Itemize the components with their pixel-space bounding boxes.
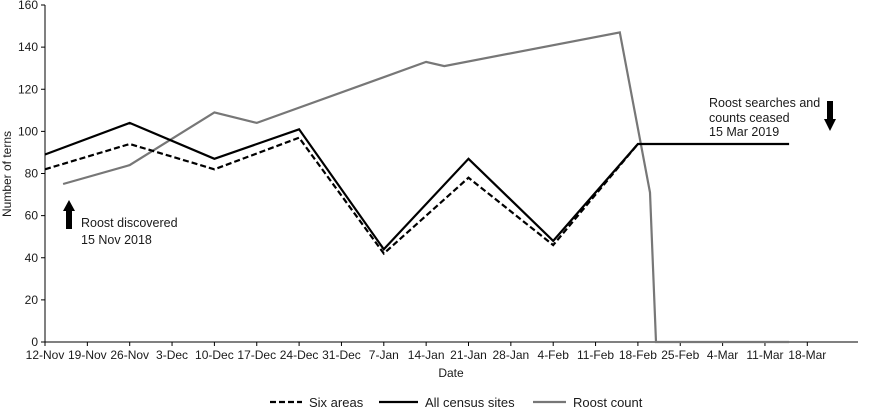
- series-group: [44, 31, 790, 344]
- y-axis: 0 20 40 60 80 100 120 140 160: [18, 0, 46, 349]
- x-tick-label: 19-Nov: [68, 348, 107, 362]
- y-axis-title: Number of terns: [0, 131, 14, 217]
- legend-label-six-areas: Six areas: [309, 395, 364, 407]
- x-tick-label: 25-Feb: [661, 348, 699, 362]
- x-tick-label: 11-Feb: [577, 348, 614, 362]
- y-tick-label: 0: [31, 335, 38, 349]
- y-tick-label: 40: [25, 251, 39, 265]
- x-tick-label: 26-Nov: [110, 348, 149, 362]
- x-axis: 12-Nov 19-Nov 26-Nov 3-Dec 10-Dec 17-Dec 24-De…: [26, 341, 858, 362]
- y-tick-label: 100: [18, 124, 38, 138]
- x-tick-label: 31-Dec: [322, 348, 361, 362]
- series-line-roost-count: [62, 31, 790, 344]
- x-tick-label: 18-Feb: [619, 348, 657, 362]
- legend-label-roost-count: Roost count: [573, 395, 643, 407]
- x-axis-title: Date: [438, 366, 464, 380]
- y-tick-group: 0 20 40 60 80 100 120 140 160: [18, 0, 45, 349]
- y-tick-label: 80: [25, 167, 39, 181]
- x-tick-label: 24-Dec: [280, 348, 319, 362]
- down-arrow-icon: [824, 101, 836, 131]
- x-tick-label: 4-Mar: [707, 348, 738, 362]
- x-tick-label: 11-Mar: [746, 348, 783, 362]
- annotation-roost-discovered-line1: Roost discovered: [81, 216, 178, 230]
- x-tick-label: 14-Jan: [408, 348, 445, 362]
- y-tick-label: 120: [18, 82, 38, 96]
- x-tick-label: 12-Nov: [26, 348, 65, 362]
- annotation-counts-ceased-line2: counts ceased: [709, 111, 790, 125]
- y-tick-label: 140: [18, 40, 38, 54]
- x-tick-label: 21-Jan: [450, 348, 487, 362]
- annotation-roost-discovered: Roost discovered 15 Nov 2018: [63, 200, 178, 247]
- x-tick-label: 3-Dec: [156, 348, 188, 362]
- x-tick-label: 10-Dec: [195, 348, 234, 362]
- annotation-counts-ceased-line1: Roost searches and: [709, 96, 820, 110]
- legend-label-all-census-sites: All census sites: [425, 395, 515, 407]
- legend-item-six-areas: Six areas: [270, 395, 364, 407]
- x-tick-label: 18-Mar: [788, 348, 826, 362]
- legend-item-roost-count: Roost count: [533, 395, 643, 407]
- x-tick-label: 28-Jan: [492, 348, 529, 362]
- y-tick-label: 60: [25, 209, 39, 223]
- series-line-all-census-sites: [44, 121, 790, 252]
- y-tick-label: 160: [18, 0, 38, 12]
- legend: Six areas All census sites Roost count: [270, 395, 643, 407]
- series-line-six-areas: [44, 136, 639, 256]
- x-tick-group: 12-Nov 19-Nov 26-Nov 3-Dec 10-Dec 17-Dec 24-De…: [26, 342, 826, 362]
- x-tick-label: 4-Feb: [538, 348, 570, 362]
- x-tick-label: 7-Jan: [369, 348, 399, 362]
- x-tick-label: 17-Dec: [237, 348, 276, 362]
- annotation-roost-discovered-line2: 15 Nov 2018: [81, 233, 152, 247]
- annotation-counts-ceased-line3: 15 Mar 2019: [709, 125, 779, 139]
- up-arrow-icon: [63, 200, 75, 229]
- y-tick-label: 20: [25, 293, 39, 307]
- annotation-counts-ceased: Roost searches and counts ceased 15 Mar …: [709, 96, 836, 139]
- legend-item-all-census-sites: All census sites: [379, 395, 515, 407]
